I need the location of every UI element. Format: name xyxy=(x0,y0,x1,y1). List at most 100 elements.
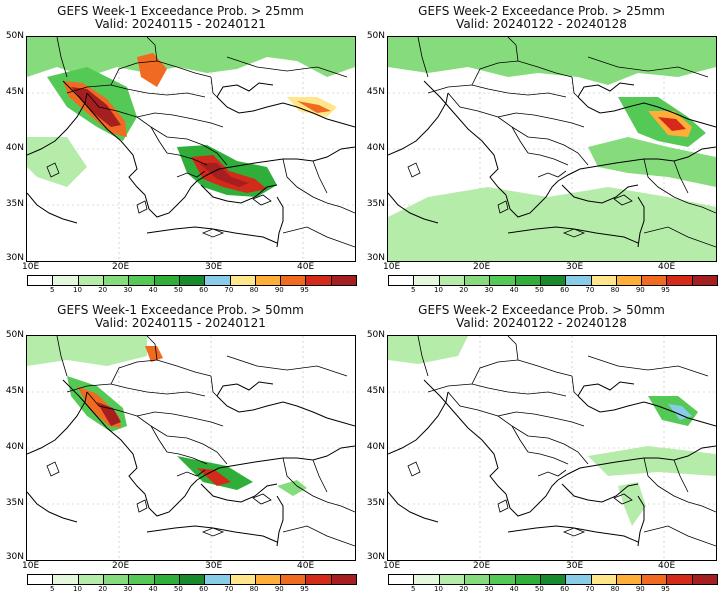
colorbar-swatch xyxy=(53,575,79,584)
colorbar-label: 5 xyxy=(49,286,55,294)
lat-label: 35N xyxy=(5,199,24,209)
colorbar-label: 70 xyxy=(224,585,234,593)
colorbar-swatch xyxy=(28,575,54,584)
coastline xyxy=(144,479,198,517)
coastline xyxy=(577,82,635,98)
precip-area xyxy=(97,402,121,426)
country-border xyxy=(427,383,567,397)
colorbar-labels: 5 10 20 30 40 50 60 70 80 90 95 xyxy=(27,585,355,595)
island xyxy=(46,162,60,178)
colorbar-swatch xyxy=(205,575,231,584)
colorbar-swatch xyxy=(230,575,256,584)
colorbar-label: 50 xyxy=(534,286,544,294)
colorbar-label: 60 xyxy=(199,286,209,294)
country-border xyxy=(673,160,689,194)
coastline xyxy=(388,491,439,523)
precip-area xyxy=(588,137,716,187)
colorbar-label: 50 xyxy=(534,585,544,593)
island xyxy=(46,461,60,477)
colorbar-label: 60 xyxy=(560,585,570,593)
coastline xyxy=(216,82,274,98)
colorbar-label: 70 xyxy=(585,585,595,593)
lat-label: 45N xyxy=(5,87,24,97)
lon-label: 30E xyxy=(205,561,223,571)
precip-area xyxy=(297,101,331,113)
lon-label: 40E xyxy=(297,561,315,571)
lat-label: 50N xyxy=(366,31,385,41)
colorbar-label: 90 xyxy=(635,286,645,294)
island xyxy=(252,194,272,206)
country-border xyxy=(571,76,579,98)
panel-week1-50mm: GEFS Week-1 Exceedance Prob. > 50mm Vali… xyxy=(0,299,361,598)
colorbar-label: 10 xyxy=(72,585,82,593)
island xyxy=(201,527,225,537)
island xyxy=(201,228,225,238)
coastline xyxy=(196,146,355,182)
colorbar-swatch xyxy=(642,276,668,285)
coastline xyxy=(62,80,146,196)
lat-label: 35N xyxy=(5,498,24,508)
lon-label: 10E xyxy=(22,561,40,571)
colorbar-swatch xyxy=(281,276,307,285)
coastline xyxy=(144,180,198,218)
colorbar-swatch xyxy=(692,276,718,285)
coastline xyxy=(276,495,284,547)
panel-valid-dates: Valid: 20240115 - 20240121 xyxy=(95,17,266,31)
colorbar-label: 90 xyxy=(274,585,284,593)
coastline xyxy=(561,483,639,503)
colorbar-label: 10 xyxy=(433,286,443,294)
coastline xyxy=(637,196,645,248)
colorbar-swatch xyxy=(490,575,516,584)
island xyxy=(407,461,421,477)
colorbar-swatch xyxy=(179,276,206,285)
colorbar-swatch xyxy=(414,575,440,584)
country-border xyxy=(447,92,529,154)
country-border xyxy=(146,336,158,361)
colorbar-label: 95 xyxy=(661,286,670,294)
colorbar-swatch xyxy=(129,276,155,285)
precip-area xyxy=(588,446,716,476)
colorbar-labels: 5 10 20 30 40 50 60 70 80 90 95 xyxy=(388,585,716,595)
island xyxy=(613,493,633,505)
country-border xyxy=(210,375,218,397)
lat-label: 40N xyxy=(5,442,24,452)
colorbar-label: 40 xyxy=(148,585,158,593)
precip-area xyxy=(388,37,716,85)
country-border xyxy=(507,336,519,361)
country-border xyxy=(56,37,68,78)
colorbar-label: 50 xyxy=(173,585,183,593)
precip-area xyxy=(277,480,307,496)
coastline xyxy=(577,381,635,397)
colorbar-swatch xyxy=(53,276,79,285)
colorbar-label: 90 xyxy=(274,286,284,294)
lat-label: 50N xyxy=(5,330,24,340)
coastline xyxy=(27,391,88,455)
colorbar-swatch xyxy=(205,276,231,285)
coastline xyxy=(216,381,274,397)
colorbar-label: 20 xyxy=(98,286,108,294)
country-border xyxy=(282,525,355,547)
coastline xyxy=(637,495,645,547)
country-border xyxy=(312,160,328,194)
country-border xyxy=(66,383,206,397)
lon-label: 40E xyxy=(658,561,676,571)
colorbar-label: 10 xyxy=(72,286,82,294)
colorbar-label: 5 xyxy=(49,585,55,593)
lon-label: 10E xyxy=(383,262,401,272)
country-border xyxy=(210,76,218,98)
colorbar-label: 30 xyxy=(484,286,494,294)
colorbar-label: 30 xyxy=(123,585,133,593)
colorbar-swatch xyxy=(255,276,282,285)
coastline xyxy=(388,192,439,224)
country-border xyxy=(643,525,716,547)
coastline xyxy=(423,80,507,196)
coastline xyxy=(200,483,278,503)
island xyxy=(407,162,421,178)
colorbar-swatch xyxy=(331,575,357,584)
precip-area xyxy=(145,346,163,362)
coastline xyxy=(388,92,449,156)
precip-area xyxy=(658,117,686,131)
lat-label: 40N xyxy=(366,442,385,452)
colorbar-swatch xyxy=(591,276,617,285)
colorbar-swatch xyxy=(515,276,541,285)
